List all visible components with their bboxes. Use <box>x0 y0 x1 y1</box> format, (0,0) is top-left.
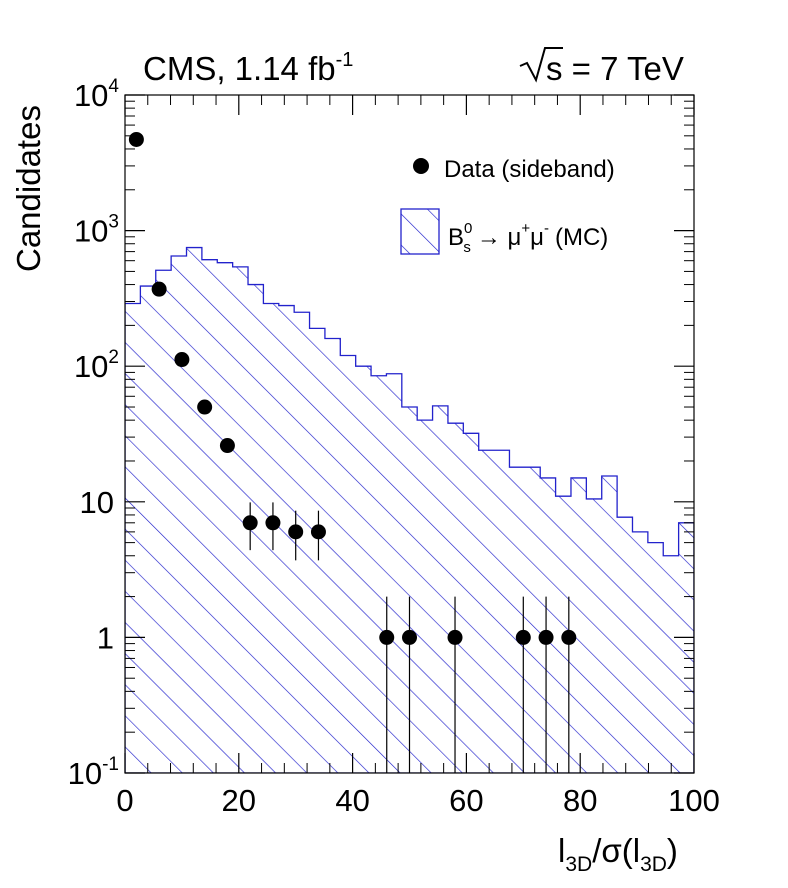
plot-frame <box>124 94 695 774</box>
y-tick-label: 1 <box>97 620 114 655</box>
x-tick-label: 0 <box>116 783 133 818</box>
data-point <box>515 629 531 645</box>
y-tick-label: 104 <box>74 76 119 113</box>
data-point <box>219 438 235 454</box>
x-tick-label: 40 <box>335 783 369 818</box>
legend-mc-label: B0 s → μ+μ- (MC) <box>448 220 608 256</box>
data-point <box>174 352 190 368</box>
legend-mc-swatch <box>400 208 440 255</box>
data-point <box>379 629 395 645</box>
y-axis-label: Candidates <box>10 105 47 272</box>
axis-ticks: 0 20 40 60 80 100 10-1 1 10 102 103 104 <box>68 76 720 818</box>
data-point <box>447 629 463 645</box>
data-point <box>288 524 304 540</box>
legend-data-label: Data (sideband) <box>444 156 615 183</box>
data-point <box>265 515 281 531</box>
y-tick-label: 10 <box>80 485 114 520</box>
data-point <box>310 524 326 540</box>
data-point <box>561 629 577 645</box>
sqrt-symbol-icon <box>519 47 563 83</box>
data-point <box>538 629 554 645</box>
data-point <box>151 281 167 297</box>
x-axis-label: l3D/σ(l3D) <box>558 832 678 876</box>
title-right: s = 7 TeV <box>519 47 684 87</box>
legend-data-marker <box>413 158 429 174</box>
y-tick-label: 103 <box>74 212 119 249</box>
legend: Data (sideband) B0 s → μ+μ- (MC) <box>400 156 615 256</box>
data-points <box>128 131 577 773</box>
y-tick-label: 10-1 <box>68 754 119 791</box>
title-right-text: s = 7 TeV <box>546 50 684 87</box>
x-tick-label: 20 <box>222 783 256 818</box>
data-point <box>128 131 144 147</box>
data-point <box>402 629 417 645</box>
x-tick-label: 80 <box>563 783 597 818</box>
x-tick-label: 100 <box>668 783 720 818</box>
data-point <box>197 399 213 415</box>
y-tick-label: 102 <box>74 347 119 384</box>
x-tick-label: 60 <box>449 783 483 818</box>
data-point <box>242 515 258 531</box>
title-left: CMS, 1.14 fb-1 <box>143 49 353 87</box>
